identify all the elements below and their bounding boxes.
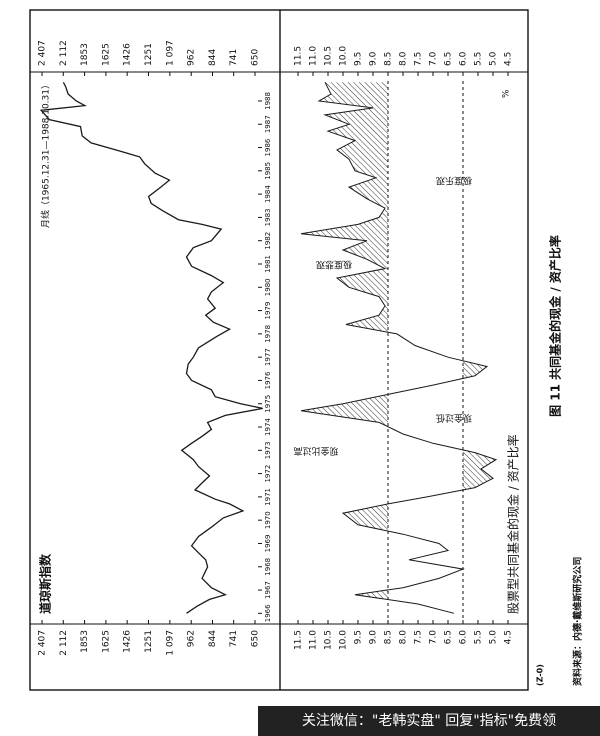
y-tick-label: 6.5 bbox=[444, 630, 454, 644]
x-tick-label: 1971 bbox=[264, 488, 272, 506]
y-tick-label: 10.5 bbox=[324, 630, 334, 650]
y-tick-label: 7.5 bbox=[414, 52, 424, 66]
y-tick-label: 844 bbox=[208, 630, 218, 647]
x-tick-label: 1979 bbox=[264, 302, 272, 320]
annotation: 现金过低 bbox=[436, 412, 472, 424]
y-tick-label: 1853 bbox=[80, 630, 90, 653]
y-tick-label: 2 112 bbox=[59, 40, 69, 66]
x-tick-label: 1983 bbox=[264, 208, 272, 226]
y-tick-label: 9.0 bbox=[369, 630, 379, 645]
y-tick-label: 7.0 bbox=[429, 630, 439, 645]
x-tick-label: 1966 bbox=[264, 604, 272, 622]
x-tick-label: 1987 bbox=[264, 115, 272, 133]
y-tick-label: 9.5 bbox=[354, 52, 364, 66]
y-tick-label: 650 bbox=[251, 49, 261, 66]
panel-title: 股票型共同基金的现金 / 资产比率 bbox=[506, 434, 521, 614]
y-tick-label: 11.5 bbox=[294, 46, 304, 66]
y-tick-label: 8.5 bbox=[384, 52, 394, 66]
x-tick-label: 1976 bbox=[264, 371, 272, 389]
x-tick-label: 1980 bbox=[264, 278, 272, 296]
y-tick-label: 1853 bbox=[80, 43, 90, 66]
x-tick-label: 1988 bbox=[264, 92, 272, 110]
y-tick-label: 650 bbox=[251, 630, 261, 647]
y-tick-label: 7.5 bbox=[414, 630, 424, 644]
watermark: 关注微信："老韩实盘" 回复"指标"免费领 bbox=[302, 712, 556, 729]
x-tick-label: 1973 bbox=[264, 441, 272, 459]
y-tick-label: 11.5 bbox=[294, 630, 304, 650]
y-tick-label: 8.0 bbox=[399, 51, 409, 66]
x-tick-label: 1974 bbox=[264, 418, 272, 436]
y-tick-label: 8.0 bbox=[399, 630, 409, 645]
x-tick-label: 1969 bbox=[264, 535, 272, 553]
x-tick-label: 1982 bbox=[264, 232, 272, 250]
y-tick-label: 11.0 bbox=[309, 46, 319, 66]
y-tick-label: 1426 bbox=[123, 43, 133, 66]
y-tick-label: 8.5 bbox=[384, 630, 394, 644]
x-tick-label: 1985 bbox=[264, 162, 272, 180]
annotation: 极度悲观 bbox=[316, 258, 352, 270]
x-tick-label: 1972 bbox=[264, 465, 272, 483]
y-tick-label: 6.0 bbox=[459, 630, 469, 645]
panel-subtitle: 月线（1965.12.31—1988.10.31） bbox=[40, 80, 52, 228]
x-tick-label: 1967 bbox=[264, 581, 272, 599]
y-tick-label: 1251 bbox=[144, 43, 154, 66]
panel-title: 道琼斯指数 bbox=[38, 553, 53, 614]
x-tick-label: 1975 bbox=[264, 395, 272, 413]
x-tick-label: 1981 bbox=[264, 255, 272, 273]
y-tick-label: 9.5 bbox=[354, 630, 364, 644]
figure-title: 图 11 共同基金的现金 / 资产比率 bbox=[548, 235, 563, 417]
y-tick-label: 741 bbox=[229, 630, 239, 647]
y-tick-label: 1 097 bbox=[165, 40, 175, 66]
data-line bbox=[300, 82, 498, 614]
y-tick-label: 6.0 bbox=[459, 51, 469, 66]
source: 资料来源：内德·戴维斯研究公司 bbox=[572, 557, 584, 686]
y-tick-label: 962 bbox=[187, 630, 197, 647]
data-line bbox=[39, 82, 263, 614]
y-tick-label: 5.5 bbox=[474, 52, 484, 66]
y-tick-label: 7.0 bbox=[429, 51, 439, 66]
y-tick-label: 10.0 bbox=[339, 46, 349, 66]
annotation: 现金比过高 bbox=[293, 445, 338, 457]
y-tick-label: 6.5 bbox=[444, 52, 454, 66]
y-tick-label: 2 407 bbox=[38, 40, 48, 66]
y-tick-label: 2 407 bbox=[38, 630, 48, 656]
y-tick-label: 1251 bbox=[144, 630, 154, 653]
y-tick-label: 2 112 bbox=[59, 630, 69, 656]
y-tick-label: 4.5 bbox=[504, 52, 514, 66]
frame bbox=[29, 9, 529, 691]
y-tick-label: 1625 bbox=[101, 43, 111, 66]
y-tick-label: 10.0 bbox=[339, 630, 349, 650]
x-tick-label: 1977 bbox=[264, 348, 272, 366]
annotation: 极度乐观 bbox=[436, 175, 472, 187]
x-tick-label: 1978 bbox=[264, 325, 272, 343]
rotated-chart: 道琼斯指数 月线（1965.12.31—1988.10.31） 股票型共同基金的… bbox=[29, 9, 584, 691]
y-tick-label: 1625 bbox=[101, 630, 111, 653]
y-tick-label: 844 bbox=[208, 49, 218, 66]
y-tick-label: 962 bbox=[187, 49, 197, 66]
x-tick-label: 1970 bbox=[264, 511, 272, 529]
y-tick-label: 10.5 bbox=[324, 46, 334, 66]
y-tick-label: 1426 bbox=[123, 630, 133, 653]
y-tick-label: 9.0 bbox=[369, 51, 379, 66]
watermark-bar bbox=[258, 706, 600, 736]
y-tick-label: 5.0 bbox=[489, 630, 499, 645]
y-tick-label: 5.5 bbox=[474, 630, 484, 644]
y-tick-label: 4.5 bbox=[504, 630, 514, 644]
y-tick-label: 741 bbox=[229, 49, 239, 66]
y-tick-label: 1 097 bbox=[165, 630, 175, 656]
y-tick-label: 5.0 bbox=[489, 51, 499, 66]
unit-label: % bbox=[502, 89, 512, 98]
x-tick-label: 1986 bbox=[264, 138, 272, 156]
x-tick-label: 1984 bbox=[264, 185, 272, 203]
x-tick-label: 1968 bbox=[264, 558, 272, 576]
y-tick-label: 11.0 bbox=[309, 630, 319, 650]
figure-code: (Z-0) bbox=[536, 664, 545, 686]
